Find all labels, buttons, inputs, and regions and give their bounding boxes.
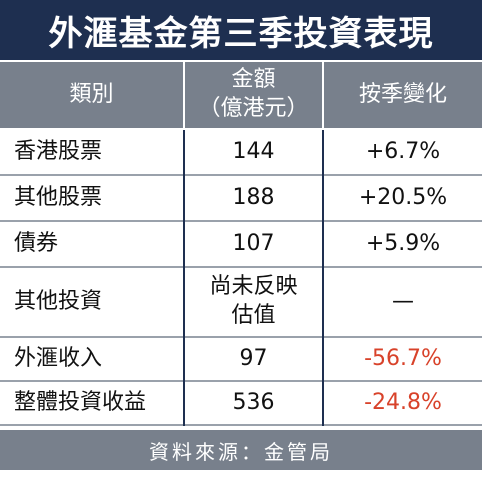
table-cell: 尚未反映 估值 [185,268,322,338]
column-divider [322,338,324,382]
table-cell: -56.7% [324,338,482,382]
table-cell: 107 [185,222,322,268]
table-cell: 其他股票 [0,176,183,222]
column-divider [322,382,324,426]
column-divider [183,130,185,176]
table-cell: +5.9% [324,222,482,268]
table-cell: 整體投資收益 [0,382,183,426]
column-divider [183,176,185,222]
table-cell: 其他投資 [0,268,183,338]
column-divider [322,268,324,338]
table-cell: -24.8% [324,382,482,426]
column-divider [183,222,185,268]
table-cell: 債券 [0,222,183,268]
column-divider [183,268,185,338]
column-header: 類別 [0,62,183,130]
table-cell: +6.7% [324,130,482,176]
table-cell: +20.5% [324,176,482,222]
column-divider [183,338,185,382]
table-cell: 144 [185,130,322,176]
table-cell: — [324,268,482,338]
title: 外滙基金第三季投資表現 [0,0,482,60]
column-header: 金額 （億港元） [185,62,322,130]
column-divider [322,130,324,176]
column-divider [322,176,324,222]
column-divider [322,62,324,130]
table-cell: 188 [185,176,322,222]
table-cell: 香港股票 [0,130,183,176]
column-header: 按季變化 [324,62,482,130]
source-note: 資料來源：金管局 [0,430,482,470]
column-divider [322,222,324,268]
column-divider [183,62,185,130]
table-cell: 97 [185,338,322,382]
table: 類別 金額 （億港元） 按季變化香港股票 144 +6.7% 其他股票 188 +20.5% 債… [0,62,482,426]
table-cell: 外滙收入 [0,338,183,382]
table-cell: 536 [185,382,322,426]
column-divider [183,382,185,426]
